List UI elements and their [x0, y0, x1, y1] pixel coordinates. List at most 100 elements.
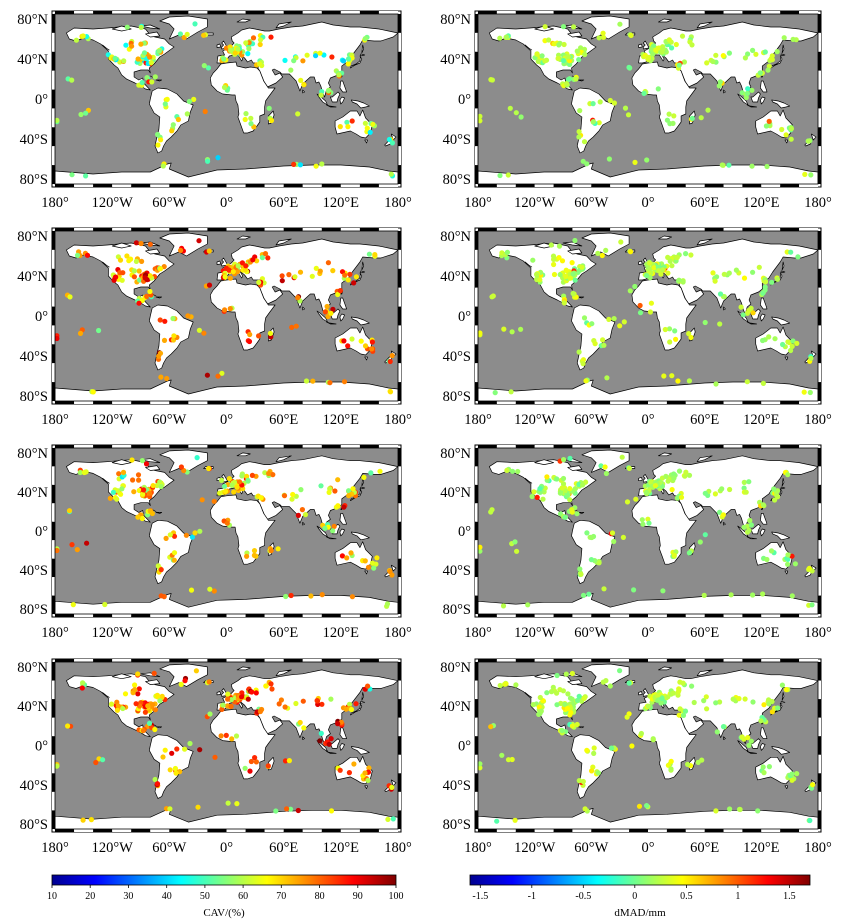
- station-point: [80, 33, 86, 39]
- frame-segment: [666, 184, 686, 187]
- continent: [781, 477, 785, 487]
- station-point: [643, 489, 649, 496]
- station-point: [387, 389, 394, 395]
- frame-segment: [515, 659, 535, 662]
- station-point: [579, 264, 585, 270]
- station-point: [629, 743, 635, 749]
- frame-segment: [629, 829, 648, 832]
- x-tick-label: 60°E: [269, 412, 298, 428]
- station-point: [135, 472, 142, 478]
- frame-segment: [629, 659, 648, 662]
- station-point: [671, 471, 677, 477]
- frame-segment: [496, 401, 516, 404]
- x-tick-label: 120°E: [323, 412, 360, 428]
- continent: [364, 570, 368, 575]
- station-point: [757, 70, 763, 76]
- station-point: [683, 469, 689, 475]
- station-point: [534, 494, 540, 500]
- station-point: [170, 315, 176, 322]
- station-point: [347, 271, 353, 277]
- station-point: [478, 761, 483, 767]
- station-point: [611, 316, 617, 322]
- station-point: [676, 277, 682, 283]
- frame-segment: [359, 11, 379, 14]
- frame-segment: [398, 146, 401, 166]
- station-point: [646, 260, 653, 266]
- map-panel-3-right: 180° 120°W 60°W 0° 60°E 120°E 180°80°N40°N0°40…: [440, 444, 832, 641]
- station-point: [576, 693, 582, 699]
- frame-segment: [52, 466, 55, 485]
- station-point: [675, 378, 681, 384]
- frame-segment: [169, 401, 189, 404]
- frame-segment: [207, 184, 227, 187]
- station-point: [743, 94, 749, 101]
- frame-segment: [52, 249, 55, 269]
- continent: [102, 692, 110, 698]
- station-point: [618, 239, 624, 245]
- frame-segment: [150, 829, 170, 832]
- station-point: [548, 689, 555, 695]
- frame-segment: [398, 51, 401, 71]
- station-point: [245, 477, 251, 483]
- station-point: [293, 700, 299, 707]
- continent: [638, 476, 643, 482]
- frame-segment: [799, 614, 818, 617]
- station-point: [632, 283, 638, 290]
- station-point: [266, 105, 272, 111]
- frame-segment: [475, 503, 478, 522]
- station-point: [671, 113, 677, 119]
- station-point: [606, 316, 612, 322]
- station-point: [785, 552, 791, 558]
- station-point: [222, 274, 228, 280]
- continent: [581, 15, 630, 40]
- y-tick-label: 80°N: [440, 229, 471, 245]
- frame-segment: [359, 829, 379, 832]
- station-point: [157, 317, 163, 323]
- station-point: [136, 268, 142, 274]
- station-point: [170, 122, 176, 128]
- station-point: [308, 593, 314, 599]
- station-point: [648, 300, 655, 306]
- frame-segment: [496, 659, 516, 662]
- frame-segment: [52, 287, 55, 307]
- station-point: [341, 338, 347, 344]
- x-tick-label: 180°: [464, 195, 492, 211]
- station-point: [122, 691, 129, 697]
- station-point: [551, 41, 557, 47]
- frame-segment: [52, 51, 55, 71]
- station-point: [680, 279, 686, 285]
- station-point: [504, 467, 510, 473]
- frame-segment: [475, 521, 478, 541]
- colorbar-tick-label: 60: [238, 891, 248, 902]
- frame-segment: [93, 445, 113, 448]
- station-point: [581, 315, 588, 321]
- frame-segment: [704, 11, 724, 14]
- station-point: [151, 670, 157, 677]
- station-point: [228, 697, 234, 703]
- frame-segment: [169, 659, 189, 662]
- x-tick-label: 180°: [464, 625, 492, 641]
- frame-segment: [818, 773, 821, 792]
- station-point: [304, 52, 310, 58]
- station-point: [607, 97, 613, 104]
- station-point: [268, 117, 275, 124]
- station-point: [581, 139, 588, 145]
- station-point: [769, 279, 775, 285]
- station-point: [256, 279, 262, 285]
- frame-segment: [169, 614, 189, 617]
- station-point: [337, 288, 343, 294]
- station-point: [539, 53, 545, 59]
- station-point: [713, 381, 719, 387]
- frame-segment: [321, 829, 341, 832]
- station-point: [160, 163, 166, 169]
- frame-segment: [52, 306, 55, 326]
- station-point: [335, 503, 341, 509]
- continent: [140, 458, 161, 463]
- station-point: [268, 681, 274, 687]
- station-point: [341, 504, 347, 510]
- station-point: [177, 31, 183, 37]
- station-point: [747, 517, 753, 524]
- station-point: [633, 496, 639, 502]
- continent: [339, 96, 345, 105]
- station-point: [223, 488, 229, 494]
